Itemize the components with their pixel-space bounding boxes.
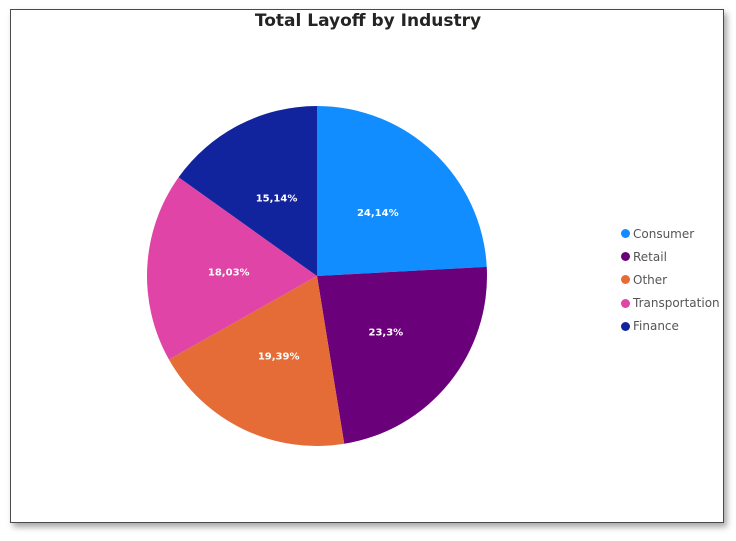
legend-item-transportation[interactable]: Transportation: [621, 292, 720, 315]
pie-slice-transportation[interactable]: [147, 177, 317, 360]
legend-label-consumer: Consumer: [633, 226, 695, 241]
legend: Consumer Retail Other Transportation Fin…: [621, 222, 720, 338]
legend-label-retail: Retail: [633, 249, 667, 264]
pie-slice-other[interactable]: [168, 276, 345, 446]
legend-marker-finance: [621, 321, 630, 331]
slice-label-other: 19,39%: [258, 352, 300, 363]
chart-title: Total Layoff by Industry: [254, 11, 482, 31]
legend-label-transportation: Transportation: [633, 296, 720, 311]
slice-label-retail: 23,3%: [368, 327, 403, 338]
legend-label-other: Other: [633, 272, 668, 287]
legend-marker-transportation: [621, 298, 630, 308]
pie-slice-consumer[interactable]: [317, 106, 487, 276]
legend-item-finance[interactable]: Finance: [621, 315, 720, 338]
slice-label-finance: 15,14%: [256, 193, 298, 204]
legend-item-other[interactable]: Other: [621, 268, 720, 291]
slice-label-consumer: 24,14%: [357, 208, 399, 219]
legend-marker-other: [621, 275, 630, 285]
legend-item-retail[interactable]: Retail: [621, 245, 720, 268]
legend-label-finance: Finance: [633, 319, 679, 334]
slice-label-transportation: 18,03%: [208, 267, 250, 278]
pie-slice-retail[interactable]: [317, 266, 487, 444]
pie-slice-finance[interactable]: [178, 106, 317, 276]
legend-marker-consumer: [621, 229, 630, 239]
legend-item-consumer[interactable]: Consumer: [621, 222, 720, 245]
legend-marker-retail: [621, 252, 630, 262]
